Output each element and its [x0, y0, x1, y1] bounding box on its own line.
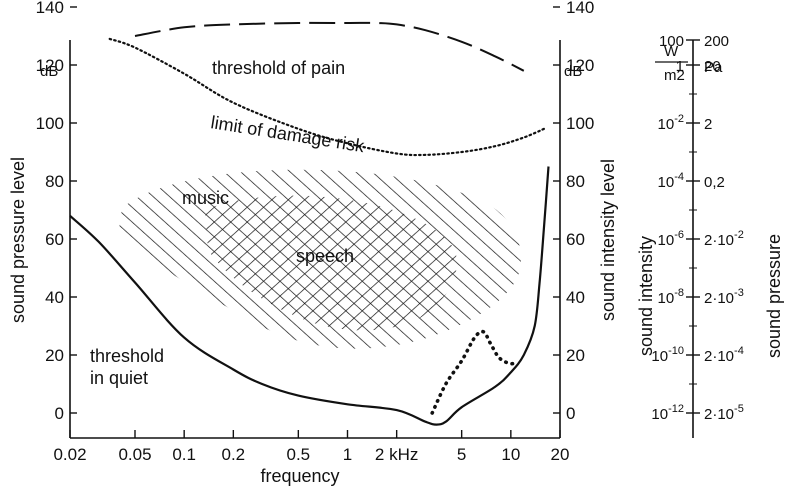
- y-tick-label-right: 60: [566, 230, 585, 249]
- intensity-unit-denominator: m2: [664, 67, 685, 84]
- y-tick-label-right: 120: [566, 56, 594, 75]
- annotation-speech: speech: [296, 246, 354, 266]
- intensity-unit-numerator: W: [664, 43, 679, 60]
- annotation-in-quiet: in quiet: [90, 368, 148, 388]
- y-tick-label-left: 120: [36, 56, 64, 75]
- pressure-scale-label: 2: [704, 116, 712, 133]
- y-tick-label-right: 20: [566, 346, 585, 365]
- x-tick-label: 2 kHz: [375, 445, 418, 464]
- y-unit-left: dB: [40, 63, 58, 80]
- hatched-regions: [118, 169, 521, 349]
- threshold-of-pain-curve: [134, 21, 525, 72]
- y-axis-title: sound pressure level: [8, 157, 28, 323]
- intensity-scale-label: 10-4: [658, 171, 684, 191]
- pressure-scale-label: 2·10-3: [704, 287, 744, 307]
- intensity-scale-label: 100: [659, 33, 684, 50]
- y-tick-label-right: 0: [566, 404, 575, 423]
- y-ticks-left: 0 20 40 60 80 100 120 140: [36, 0, 77, 423]
- series-group: [69, 21, 550, 426]
- intensity-scale-title: sound intensity: [636, 236, 656, 356]
- y2-axis-title: sound intensity level: [598, 159, 618, 321]
- x-tick-label: 5: [457, 445, 466, 464]
- pressure-scale-label: 2·10-2: [704, 229, 744, 249]
- annotation-threshold-of-pain: threshold of pain: [212, 58, 345, 78]
- y-tick-label-left: 60: [45, 230, 64, 249]
- y-tick-label-left: 40: [45, 288, 64, 307]
- y-tick-label-right: 100: [566, 114, 594, 133]
- x-axis-title: frequency: [260, 466, 339, 486]
- annotation-limit-of-damage-risk: limit of damage risk: [209, 112, 366, 156]
- intensity-scale-label: 10-2: [658, 113, 684, 133]
- scale-ticks: 100 200 1 20 10-2 2 10-4 0,2 10-6 2·10-2 10-8 2·10-…: [651, 33, 743, 423]
- y-tick-label-right: 40: [566, 288, 585, 307]
- y-unit-right: dB: [564, 63, 582, 80]
- pressure-scale-label: 200: [704, 33, 729, 50]
- intensity-scale-label: 10-10: [651, 345, 684, 365]
- pressure-scale-title: sound pressure: [764, 234, 784, 358]
- pressure-scale-label: 20: [704, 58, 721, 75]
- pressure-scale-label: 0,2: [704, 174, 725, 191]
- y-tick-label-left: 100: [36, 114, 64, 133]
- x-tick-label: 0.05: [118, 445, 151, 464]
- y-tick-label-left: 20: [45, 346, 64, 365]
- x-tick-label: 0.1: [172, 445, 196, 464]
- y-ticks-right: 0 20 40 60 80 100 120 140: [553, 0, 594, 423]
- x-tick-label: 0.5: [287, 445, 311, 464]
- speech-region: [205, 195, 457, 331]
- y-tick-label-left: 140: [36, 0, 64, 17]
- hearing-loss-dotted-curve: [430, 329, 520, 415]
- annotation-threshold: threshold: [90, 346, 164, 366]
- side-scales: 100 200 1 20 10-2 2 10-4 0,2 10-6 2·10-2 10-8 2·10-…: [636, 33, 784, 438]
- x-tick-label: 0.02: [53, 445, 86, 464]
- x-tick-label: 20: [551, 445, 570, 464]
- intensity-scale-label: 10-6: [658, 229, 684, 249]
- x-tick-label: 1: [343, 445, 352, 464]
- pressure-unit: Pa: [704, 59, 723, 76]
- y-tick-label-left: 80: [45, 172, 64, 191]
- intensity-scale-label: 1: [676, 58, 684, 75]
- y-tick-label-right: 80: [566, 172, 585, 191]
- pressure-scale-label: 2·10-4: [704, 345, 744, 365]
- limit-of-damage-risk-curve: [108, 37, 546, 157]
- intensity-scale-label: 10-8: [658, 287, 684, 307]
- x-ticks: 0.02 0.05 0.1 0.2 0.5 1 2 kHz 5 10 20: [53, 430, 569, 464]
- y-tick-label-left: 0: [55, 404, 64, 423]
- intensity-scale-label: 10-12: [651, 403, 684, 423]
- x-tick-label: 10: [501, 445, 520, 464]
- pressure-scale-label: 2·10-5: [704, 403, 744, 423]
- threshold-in-quiet-curve: [69, 166, 550, 426]
- x-tick-label: 0.2: [222, 445, 246, 464]
- y-tick-label-right: 140: [566, 0, 594, 17]
- annotation-music: music: [182, 188, 229, 208]
